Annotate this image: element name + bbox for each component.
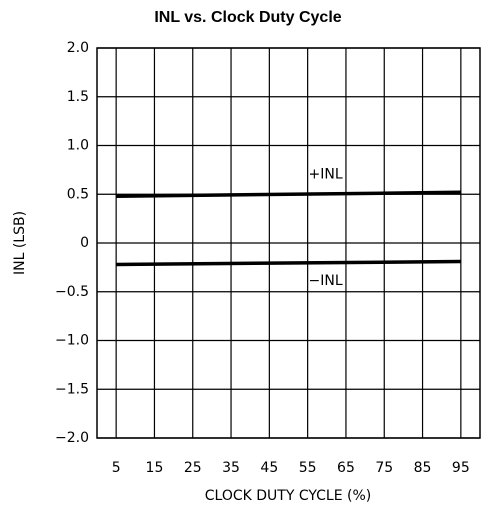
x-tick-label: 65 <box>337 460 355 476</box>
x-tick-label: 25 <box>184 460 202 476</box>
x-tick-label: 45 <box>260 460 278 476</box>
x-tick-label: 85 <box>414 460 432 476</box>
chart-title: INL vs. Clock Duty Cycle <box>154 9 341 26</box>
x-tick-label: 15 <box>146 460 164 476</box>
y-tick-label: −0.5 <box>55 284 89 300</box>
y-tick-label: 1.5 <box>67 89 89 105</box>
x-tick-label: 95 <box>452 460 470 476</box>
y-tick-label: −2.0 <box>55 430 89 446</box>
x-axis-label: CLOCK DUTY CYCLE (%) <box>205 488 372 504</box>
y-tick-label: −1.5 <box>55 381 89 397</box>
y-tick-label: 2.0 <box>67 40 89 56</box>
y-tick-label: −1.0 <box>55 333 89 349</box>
y-axis-label: INL (LSB) <box>12 211 28 275</box>
y-tick-label: 0.5 <box>67 186 89 202</box>
y-tick-label: 0 <box>80 235 89 251</box>
x-tick-label: 75 <box>375 460 393 476</box>
data-line <box>116 190 461 198</box>
x-tick-label: 5 <box>112 460 121 476</box>
series-label: −INL <box>309 273 343 289</box>
x-tick-label: 35 <box>222 460 240 476</box>
series-label: +INL <box>309 166 343 182</box>
y-tick-label: 1.0 <box>67 138 89 154</box>
data-line <box>116 259 461 267</box>
x-tick-label: 55 <box>299 460 317 476</box>
